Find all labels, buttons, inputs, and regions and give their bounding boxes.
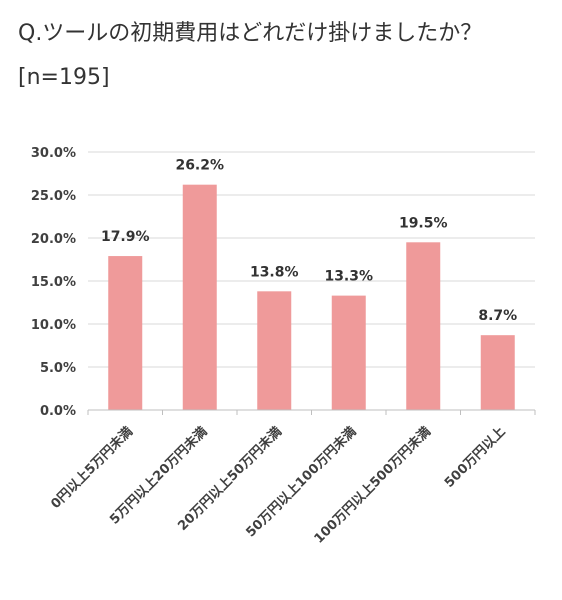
data-label: 13.8% — [250, 264, 299, 280]
bars — [108, 184, 515, 410]
axes — [87, 409, 536, 415]
data-label: 8.7% — [478, 308, 517, 324]
y-tick-label: 5.0% — [40, 361, 76, 376]
bar — [480, 335, 515, 410]
category-label: 0円以上5万円未満 — [48, 424, 136, 512]
data-label: 19.5% — [399, 215, 448, 231]
category-label: 500万円以上 — [442, 424, 509, 491]
y-tick-label: 0.0% — [40, 404, 76, 419]
y-tick-label: 15.0% — [31, 275, 76, 290]
bar — [257, 291, 292, 410]
bar — [108, 256, 143, 410]
data-label: 26.2% — [175, 158, 224, 174]
category-label: 100万円以上500万円未満 — [311, 424, 434, 547]
chart-subtitle: [n=195] — [18, 65, 110, 90]
bar — [182, 184, 217, 410]
gridlines — [88, 151, 535, 368]
y-tick-label: 25.0% — [31, 189, 76, 204]
y-tick-label: 20.0% — [31, 232, 76, 247]
y-tick-label: 10.0% — [31, 318, 76, 333]
data-label: 13.3% — [324, 269, 373, 285]
bar — [331, 295, 366, 410]
chart-title: Q.ツールの初期費用はどれだけ掛けましたか？ — [18, 21, 483, 46]
data-label: 17.9% — [101, 229, 150, 245]
y-tick-label: 30.0% — [31, 146, 76, 161]
bar — [406, 242, 441, 410]
